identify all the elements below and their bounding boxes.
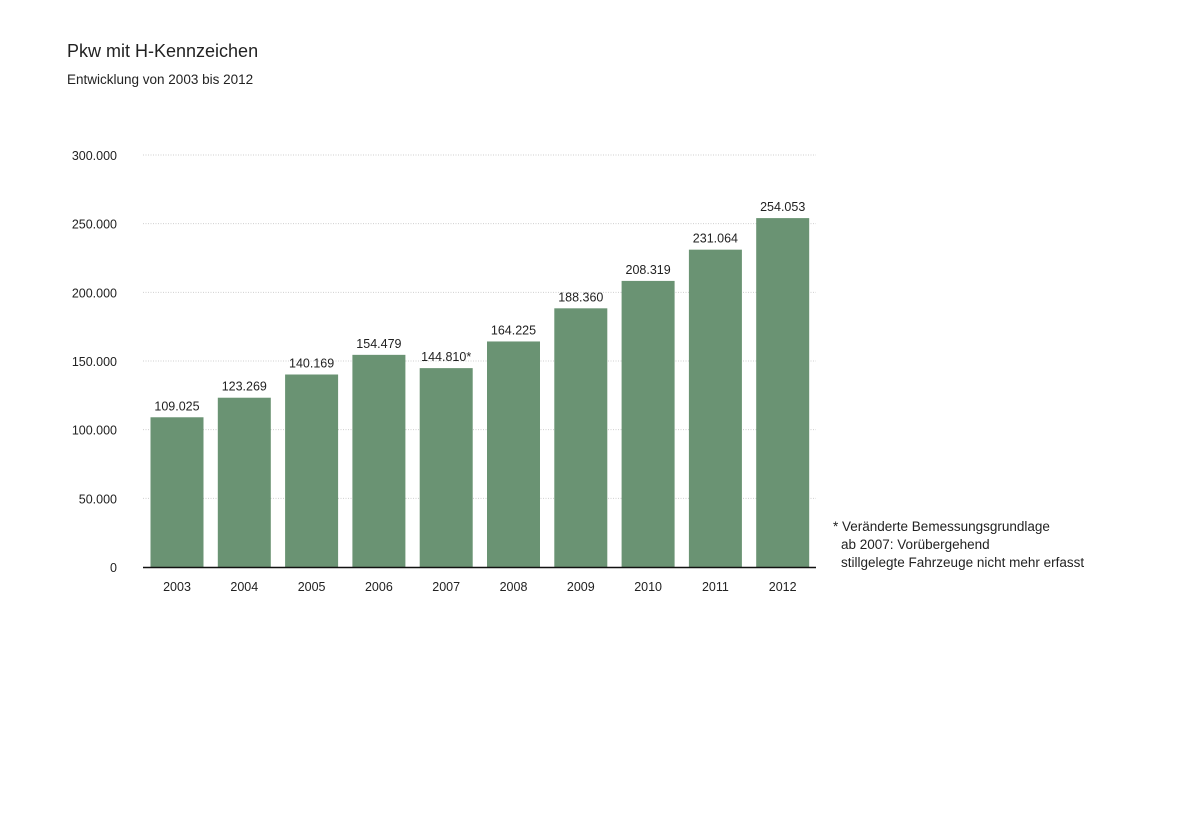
x-tick-label: 2005 — [298, 580, 326, 594]
y-tick-label: 0 — [110, 561, 117, 575]
bar-2010 — [621, 280, 675, 567]
footnote-line-1: * Veränderte Bemessungsgrundlage — [833, 519, 1050, 534]
footnote-line-3: stillgelegte Fahrzeuge nicht mehr erfass… — [841, 555, 1085, 570]
bar-value-label: 123.269 — [222, 380, 267, 394]
bar-value-label: 231.064 — [693, 232, 738, 246]
y-tick-label: 250.000 — [72, 218, 117, 232]
x-tick-label: 2008 — [500, 580, 528, 594]
chart-subtitle: Entwicklung von 2003 bis 2012 — [67, 72, 254, 87]
x-tick-label: 2010 — [634, 580, 662, 594]
bar-2006 — [352, 354, 406, 567]
footnote-line-2: ab 2007: Vorübergehend — [841, 537, 990, 552]
bar-2011 — [688, 249, 742, 567]
bar-2003 — [150, 417, 204, 567]
chart-title: Pkw mit H-Kennzeichen — [67, 41, 259, 61]
y-tick-label: 300.000 — [72, 149, 117, 163]
y-axis-ticks: 0 50.000 100.000 150.000 200.000 250.000 300.0… — [72, 149, 117, 575]
x-tick-label: 2007 — [432, 580, 460, 594]
bar-value-label: 208.319 — [626, 263, 671, 277]
bar-value-label: 164.225 — [491, 323, 536, 337]
x-axis-ticks: 2003 2004 2005 2006 2007 2008 2009 2010 2011 2012 — [163, 580, 797, 594]
x-tick-label: 2012 — [769, 580, 797, 594]
x-tick-label: 2003 — [163, 580, 191, 594]
bars — [150, 218, 810, 568]
bar-value-label: 154.479 — [356, 337, 401, 351]
x-tick-label: 2011 — [702, 580, 729, 594]
bar-2009 — [554, 308, 608, 567]
footnote: * Veränderte Bemessungsgrundlage ab 2007… — [833, 518, 1084, 572]
bar-value-label: 140.169 — [289, 357, 334, 371]
bar-2007 — [419, 368, 473, 567]
bar-value-label: 188.360 — [558, 290, 603, 304]
x-tick-label: 2009 — [567, 580, 595, 594]
x-tick-label: 2006 — [365, 580, 393, 594]
bar-2004 — [217, 397, 271, 567]
y-tick-label: 50.000 — [79, 492, 117, 506]
bar-value-label: 109.025 — [154, 399, 199, 413]
bar-2012 — [756, 218, 810, 568]
bar-value-label: 144.810* — [421, 350, 471, 364]
x-tick-label: 2004 — [230, 580, 258, 594]
bar-2008 — [487, 341, 540, 567]
y-tick-label: 200.000 — [72, 286, 117, 300]
y-tick-label: 100.000 — [72, 424, 117, 438]
bar-value-label: 254.053 — [760, 200, 805, 214]
bar-value-labels: 109.025 123.269 140.169 154.479 144.810* 164.… — [154, 200, 805, 413]
bar-2005 — [285, 374, 339, 567]
y-tick-label: 150.000 — [72, 355, 117, 369]
